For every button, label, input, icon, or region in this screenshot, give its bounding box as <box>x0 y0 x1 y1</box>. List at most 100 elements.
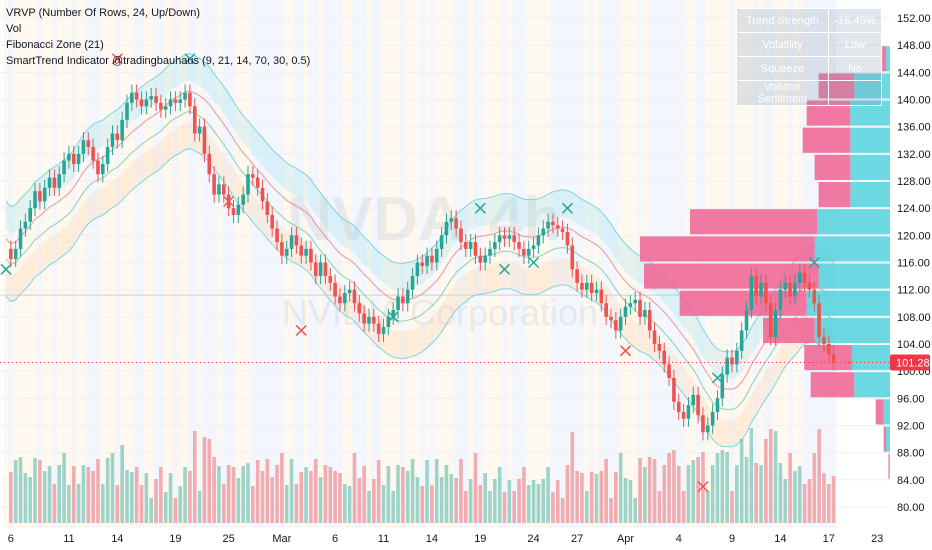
bg-stripe <box>163 0 169 528</box>
candle-body <box>173 99 178 103</box>
candle-body <box>589 282 594 294</box>
candle-body <box>338 296 342 304</box>
marker-stroke <box>387 311 399 323</box>
bg-stripe <box>221 0 227 528</box>
candle-body <box>38 191 42 202</box>
price-tick-label: 140.00 <box>897 95 931 107</box>
candle-body <box>488 248 492 256</box>
price-tick-label: 128.00 <box>897 176 931 188</box>
candle-body <box>241 194 245 205</box>
candle-body <box>105 147 110 165</box>
volume-bar <box>357 478 362 523</box>
indicator-smarttrend[interactable]: SmartTrend Indicator @tradingbauhaus (9,… <box>6 55 311 67</box>
volume-bar <box>546 467 550 523</box>
trend-strength-label: Trend Strength <box>736 8 829 33</box>
vp-bar-down <box>883 426 887 452</box>
volume-bar <box>604 459 608 523</box>
bg-stripe <box>110 0 115 528</box>
volume-bar <box>696 457 700 523</box>
signal-marker <box>711 372 724 384</box>
signal-marker <box>561 202 573 214</box>
candle-body <box>376 323 381 334</box>
candle-body <box>497 235 502 243</box>
candle-body <box>793 282 797 297</box>
candle-body <box>531 245 536 249</box>
indicator-vrvp[interactable]: VRVP (Number Of Rows, 24, Up/Down) <box>6 7 200 19</box>
marker-stroke <box>619 345 632 357</box>
bg-stripe <box>550 0 556 528</box>
bg-stripe <box>250 0 256 528</box>
volume-bar <box>338 473 342 523</box>
candle-body <box>439 235 444 249</box>
bg-stripe <box>545 0 551 528</box>
volume-bar <box>599 471 604 523</box>
signal-marker <box>697 481 709 493</box>
volume-bar <box>614 472 618 523</box>
bg-stripe <box>584 0 590 528</box>
candle-body <box>701 415 705 433</box>
vp-bar-down <box>814 154 851 180</box>
volume-bar <box>96 459 100 523</box>
bg-stripe <box>197 0 203 528</box>
signal-marker <box>498 263 511 275</box>
squeeze-label: Squeeze <box>736 56 829 81</box>
volume-bar <box>159 467 163 523</box>
candle-body <box>512 235 516 243</box>
bg-stripe <box>492 0 498 528</box>
bg-stripe <box>95 0 101 528</box>
candle-body <box>294 235 299 246</box>
volume-bar <box>207 439 212 523</box>
candle-body <box>270 214 274 229</box>
indicator-fibonacci-zone[interactable]: Fibonacci Zone (21) <box>6 39 104 51</box>
signal-marker <box>528 256 540 269</box>
volume-bar <box>318 477 323 523</box>
bg-stripe <box>627 0 633 528</box>
bg-stripe <box>516 0 522 528</box>
bg-stripe <box>589 0 595 528</box>
bg-stripe <box>134 0 140 528</box>
bg-stripe <box>279 0 285 528</box>
volume-bar <box>57 465 62 523</box>
volume-bar <box>676 466 681 523</box>
volume-bar <box>415 477 420 523</box>
candle-body <box>691 394 696 406</box>
indicator-volume[interactable]: Vol <box>6 23 22 35</box>
volume-bar <box>202 437 207 523</box>
volume-bar <box>502 492 507 523</box>
bg-stripe <box>468 0 474 528</box>
volume-bar <box>802 484 807 523</box>
volume-bar <box>284 485 289 523</box>
bg-stripe <box>90 0 96 528</box>
bg-stripe <box>231 0 236 528</box>
time-axis-bg <box>0 528 932 550</box>
volume-bar <box>647 457 652 523</box>
bg-stripe <box>385 0 391 528</box>
volume-bar <box>468 479 473 523</box>
bg-stripe <box>356 0 362 528</box>
volume-bar <box>541 479 546 523</box>
volume-bar <box>134 467 139 523</box>
volume-bar <box>565 465 570 523</box>
bg-stripe <box>85 0 91 528</box>
volume-bar <box>739 439 744 523</box>
bg-stripe <box>240 0 246 528</box>
signal-markers <box>0 53 820 493</box>
time-tick-label: 4 <box>676 533 682 545</box>
price-tick-label: 120.00 <box>897 230 931 242</box>
candle-body <box>570 245 575 270</box>
candle-body <box>725 357 729 375</box>
candle-body <box>9 248 13 260</box>
volume-bar <box>628 480 633 523</box>
candle-body <box>536 235 541 246</box>
marker-stroke <box>111 53 123 65</box>
marker-stroke <box>561 202 573 214</box>
candle-body <box>246 174 250 195</box>
candle-body <box>710 411 715 426</box>
volume-bar <box>488 491 492 523</box>
candle-body <box>483 255 487 263</box>
bg-stripe <box>105 0 111 528</box>
time-tick-label: 23 <box>871 533 883 545</box>
candle-body <box>415 262 420 277</box>
